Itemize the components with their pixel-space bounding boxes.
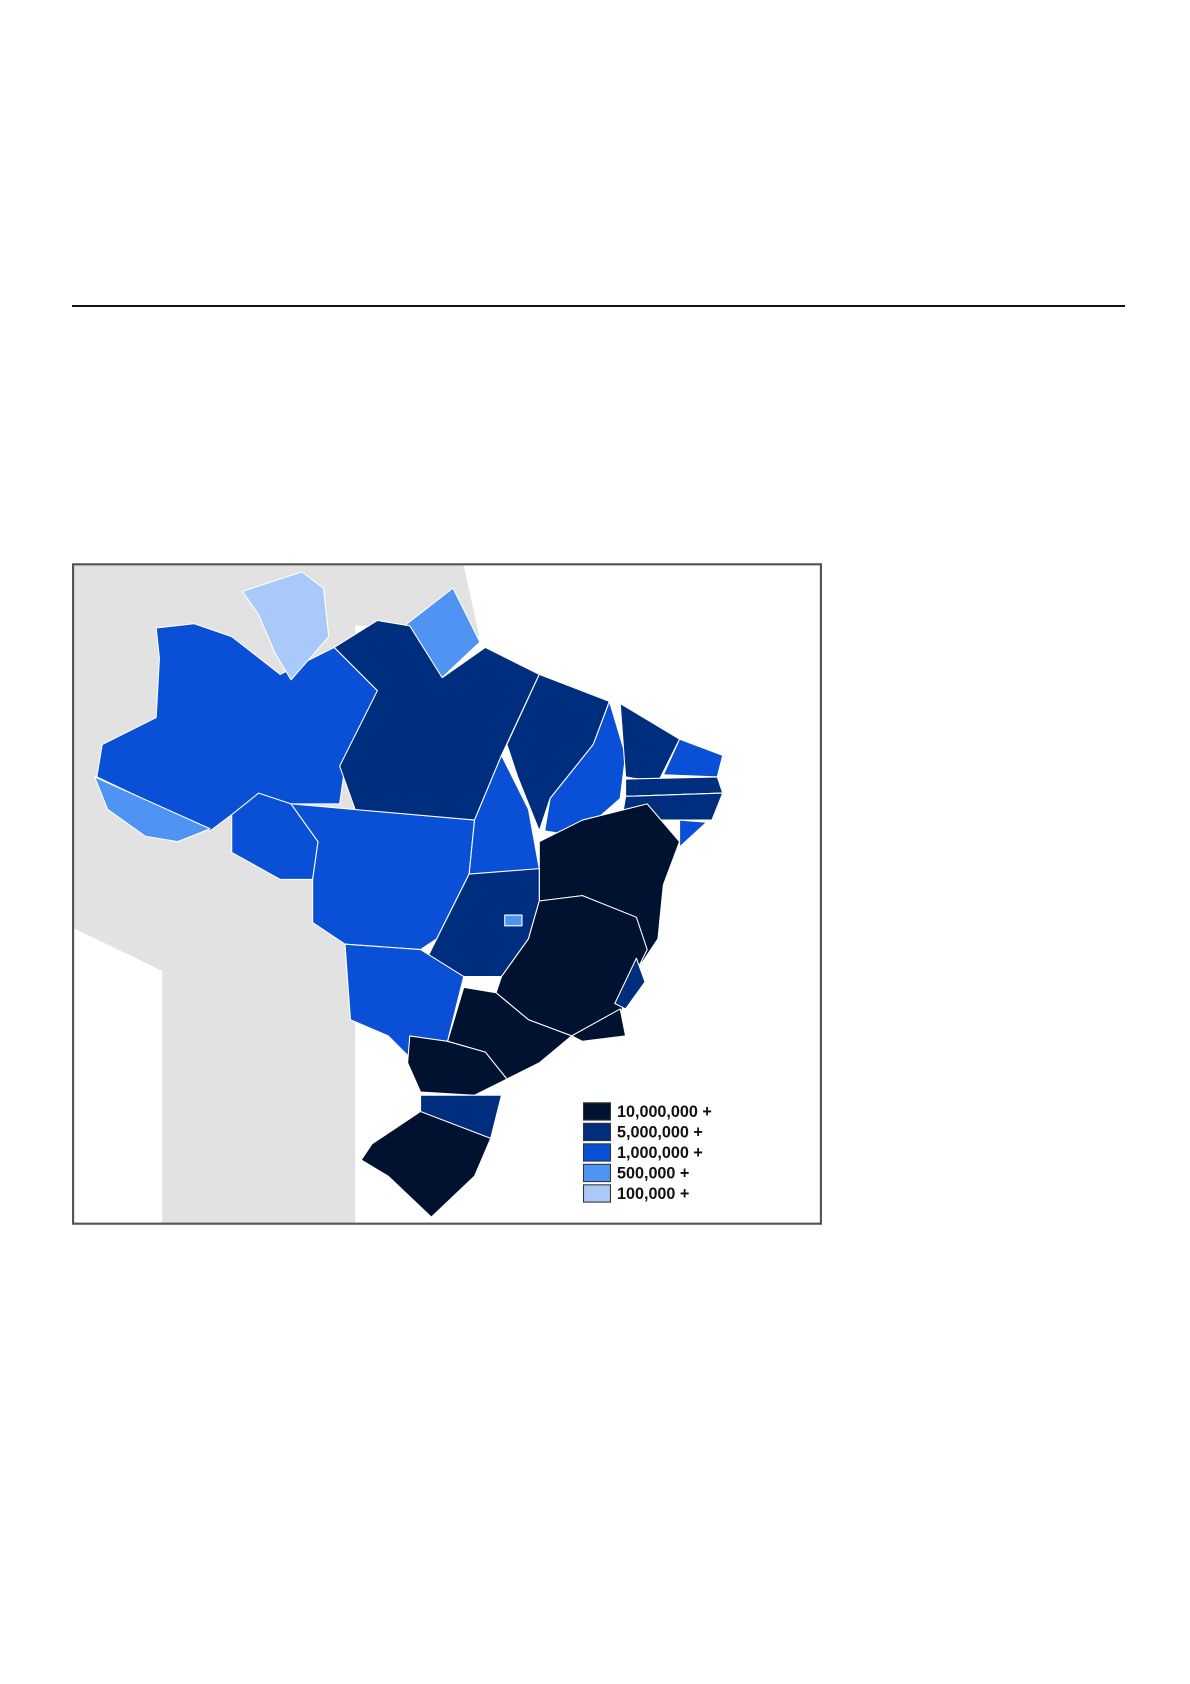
brazil-map: 10,000,000 + 5,000,000 + 1,000,000 + 500,00… [72,563,822,1225]
state [504,914,523,927]
map-frame [72,563,822,1225]
state [360,1110,492,1218]
legend-swatch [582,1163,612,1183]
state [614,957,646,1010]
state [679,819,708,848]
legend-label: 10,000,000 + [617,1103,712,1121]
legend-swatch [582,1184,612,1203]
state [571,1008,627,1042]
states [94,571,724,1218]
state [96,623,378,832]
legend-label: 5,000,000 + [617,1123,703,1141]
state [94,776,211,843]
legend-swatch [582,1122,612,1142]
legend-label: 500,000 + [617,1164,689,1182]
horizontal-rule [72,305,1125,307]
state [241,571,330,681]
legend-label: 1,000,000 + [617,1144,703,1162]
legend-swatch [582,1102,612,1121]
legend-label: 100,000 + [617,1185,689,1203]
state [407,1035,508,1096]
legend: 10,000,000 + 5,000,000 + 1,000,000 + 500,00… [582,1102,712,1203]
legend-swatch [582,1143,612,1162]
